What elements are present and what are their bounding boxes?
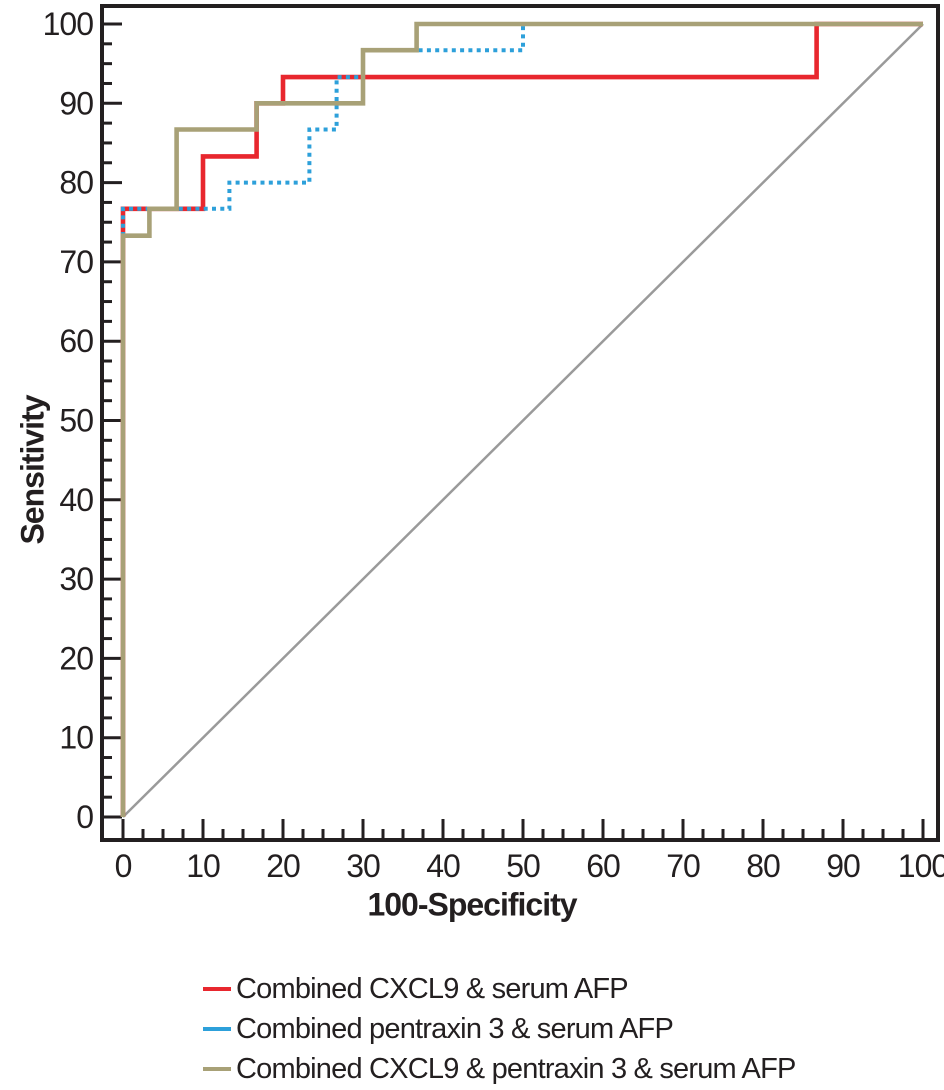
x-axis-title: 100-Specificity (367, 886, 577, 923)
reference-diagonal (122, 23, 924, 818)
x-tick-label: 70 (666, 848, 700, 884)
legend-item-cxcl9-afp: Combined CXCL9 & serum AFP (203, 969, 796, 1009)
x-tick-label: 40 (426, 848, 460, 884)
roc-curve-1 (121, 22, 923, 817)
legend-line-sample-olive (203, 1067, 231, 1071)
x-tick-label: 20 (266, 848, 300, 884)
x-tick-label: 0 (115, 848, 132, 884)
x-tick-label: 100 (898, 848, 944, 884)
legend-label: Combined CXCL9 & serum AFP (236, 972, 629, 1005)
x-tick-label: 10 (186, 848, 220, 884)
y-axis-title: Sensitivity (14, 395, 51, 545)
x-tick-label: 90 (826, 848, 860, 884)
legend-item-cxcl9-pentraxin3-afp: Combined CXCL9 & pentraxin 3 & serum AFP (203, 1049, 796, 1089)
y-tick-label: 30 (59, 561, 93, 597)
legend-label: Combined pentraxin 3 & serum AFP (236, 1012, 674, 1045)
legend-line-sample-blue (203, 1027, 231, 1031)
x-tick-label: 80 (746, 848, 780, 884)
y-tick-label: 10 (59, 720, 93, 756)
y-tick-label: 90 (59, 85, 93, 121)
y-tick-label: 0 (76, 799, 93, 835)
y-tick-label: 50 (59, 403, 93, 439)
y-tick-label: 100 (43, 6, 94, 42)
legend-line-sample-red (203, 987, 231, 991)
y-tick-label: 80 (59, 165, 93, 201)
plot-frame (100, 4, 940, 842)
legend-item-pentraxin3-afp: Combined pentraxin 3 & serum AFP (203, 1009, 796, 1049)
x-tick-label: 60 (586, 848, 620, 884)
y-tick-label: 40 (59, 482, 93, 518)
legend-label: Combined CXCL9 & pentraxin 3 & serum AFP (236, 1052, 796, 1085)
legend: Combined CXCL9 & serum AFP Combined pent… (203, 969, 796, 1089)
y-tick-label: 70 (59, 244, 93, 280)
y-tick-label: 60 (59, 323, 93, 359)
y-tick-label: 20 (59, 640, 93, 676)
x-tick-label: 50 (506, 848, 540, 884)
x-tick-label: 30 (346, 848, 380, 884)
roc-curve-2 (120, 21, 923, 817)
